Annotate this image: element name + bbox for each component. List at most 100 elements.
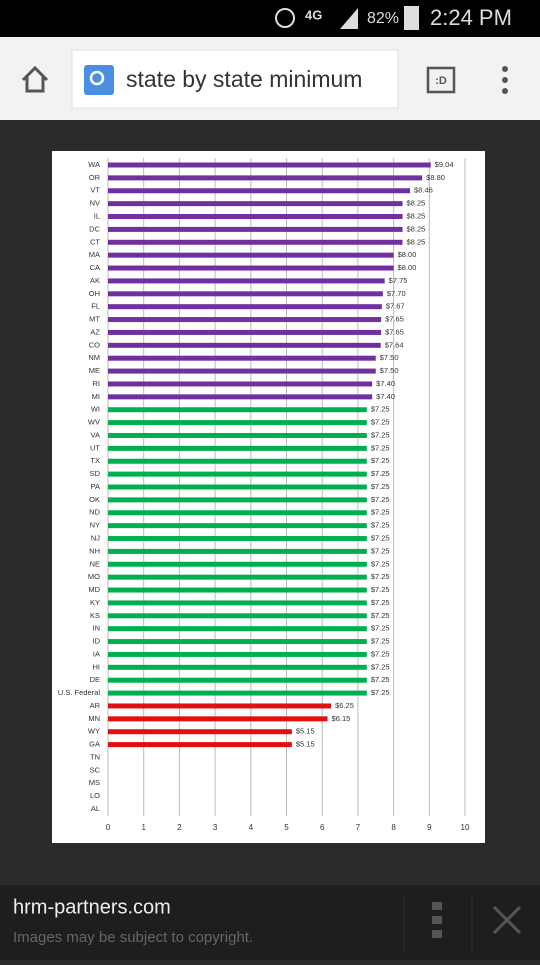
bar: [108, 420, 367, 426]
value-label: $7.25: [371, 637, 390, 646]
value-label: $8.00: [398, 250, 417, 259]
x-tick-label: 4: [249, 823, 254, 832]
y-tick-label: VT: [90, 186, 100, 195]
y-tick-label: OR: [89, 173, 101, 182]
value-label: $7.25: [371, 508, 390, 517]
y-tick-label: IA: [93, 649, 100, 658]
value-label: $7.65: [385, 327, 404, 336]
bar: [108, 239, 403, 245]
x-tick-label: 7: [356, 823, 361, 832]
value-label: $7.25: [371, 611, 390, 620]
value-label: $7.25: [371, 662, 390, 671]
y-tick-label: GA: [89, 740, 100, 749]
y-tick-label: NJ: [91, 534, 100, 543]
y-tick-label: KY: [90, 598, 100, 607]
value-label: $7.25: [371, 495, 390, 504]
value-label: $8.25: [407, 224, 426, 233]
bar: [108, 742, 292, 748]
bar: [108, 664, 367, 670]
bar: [108, 175, 423, 181]
more-button[interactable]: [432, 902, 442, 938]
bar: [108, 613, 367, 619]
y-tick-label: VA: [91, 430, 100, 439]
bar: [108, 574, 367, 580]
y-tick-label: RI: [93, 379, 101, 388]
search-query: state by state minimum: [126, 66, 362, 92]
y-tick-label: TN: [90, 752, 100, 761]
bar: [108, 291, 383, 297]
y-tick-label: WA: [88, 160, 100, 169]
y-tick-label: PA: [91, 482, 100, 491]
bar: [108, 214, 403, 220]
y-tick-label: ME: [89, 366, 100, 375]
bar: [108, 342, 381, 348]
alarm-icon: [275, 8, 295, 28]
y-tick-label: MA: [89, 250, 100, 259]
value-label: $8.80: [426, 173, 445, 182]
y-tick-label: DC: [89, 224, 100, 233]
value-label: $6.25: [335, 701, 354, 710]
source[interactable]: hrm-partners.com: [13, 896, 171, 918]
value-label: $7.70: [387, 289, 406, 298]
value-label: $6.15: [332, 714, 351, 723]
y-tick-label: AL: [91, 804, 100, 813]
value-label: $8.25: [407, 237, 426, 246]
y-tick-label: NY: [90, 521, 100, 530]
x-tick-label: 1: [141, 823, 146, 832]
tabs-button[interactable]: [426, 66, 456, 94]
value-label: $7.40: [376, 379, 395, 388]
close-button[interactable]: [492, 905, 522, 935]
value-label: $9.04: [435, 160, 454, 169]
bar: [108, 523, 367, 529]
value-label: $7.25: [371, 688, 390, 697]
value-label: $7.25: [371, 534, 390, 543]
bar: [108, 716, 328, 722]
menu-button[interactable]: [502, 66, 508, 94]
bar: [108, 317, 382, 323]
status-bar: [0, 0, 540, 37]
bar: [108, 162, 431, 168]
y-tick-label: KS: [90, 611, 100, 620]
y-tick-label: MD: [88, 585, 100, 594]
network: 4G: [305, 7, 322, 22]
value-label: $7.25: [371, 469, 390, 478]
bar: [108, 600, 367, 606]
clock: 2:24 PM: [430, 5, 512, 30]
bar: [108, 252, 394, 258]
value-label: $8.00: [398, 263, 417, 272]
y-tick-label: MO: [88, 572, 100, 581]
battery-level: 82%: [367, 10, 399, 27]
y-tick-label: UT: [90, 443, 100, 452]
value-label: $7.25: [371, 675, 390, 684]
search-box[interactable]: [71, 49, 399, 109]
y-tick-label: NV: [90, 199, 100, 208]
y-tick-label: MT: [89, 315, 100, 324]
y-tick-label: IN: [93, 624, 101, 633]
search-glyph: [89, 70, 105, 86]
value-label: $7.25: [371, 572, 390, 581]
footer: [0, 885, 540, 960]
y-tick-label: CT: [90, 237, 100, 246]
bar: [108, 484, 367, 490]
bar: [108, 536, 367, 542]
home-button[interactable]: [21, 65, 49, 93]
y-tick-label: U.S. Federal: [58, 688, 100, 697]
value-label: $7.25: [371, 624, 390, 633]
value-label: $7.25: [371, 443, 390, 452]
y-tick-label: OH: [89, 289, 100, 298]
x-tick-label: 3: [213, 823, 218, 832]
value-label: $7.25: [371, 430, 390, 439]
value-label: $7.25: [371, 585, 390, 594]
value-label: $7.25: [371, 649, 390, 658]
value-label: $7.25: [371, 598, 390, 607]
value-label: $7.25: [371, 521, 390, 530]
x-tick-label: 8: [391, 823, 396, 832]
value-label: $5.15: [296, 727, 315, 736]
y-tick-label: HI: [93, 662, 101, 671]
bar: [108, 355, 376, 361]
y-tick-label: AR: [90, 701, 101, 710]
y-tick-label: IL: [94, 212, 100, 221]
value-label: $7.25: [371, 418, 390, 427]
